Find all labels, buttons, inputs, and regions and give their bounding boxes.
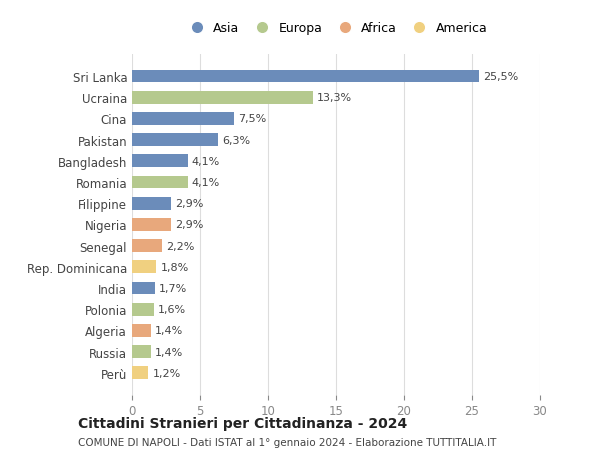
Text: 1,8%: 1,8%	[161, 262, 189, 272]
Text: 1,6%: 1,6%	[158, 304, 186, 314]
Bar	[132, 240, 162, 252]
Bar	[132, 325, 151, 337]
Bar	[132, 303, 154, 316]
Bar	[132, 197, 172, 210]
Text: 1,2%: 1,2%	[152, 368, 181, 378]
Text: 1,7%: 1,7%	[159, 283, 187, 293]
Text: 4,1%: 4,1%	[192, 157, 220, 167]
Text: 2,9%: 2,9%	[176, 220, 204, 230]
Text: 25,5%: 25,5%	[483, 72, 518, 82]
Legend: Asia, Europa, Africa, America: Asia, Europa, Africa, America	[179, 17, 493, 40]
Bar	[132, 92, 313, 104]
Bar	[132, 134, 218, 147]
Text: 7,5%: 7,5%	[238, 114, 266, 124]
Text: COMUNE DI NAPOLI - Dati ISTAT al 1° gennaio 2024 - Elaborazione TUTTITALIA.IT: COMUNE DI NAPOLI - Dati ISTAT al 1° genn…	[78, 437, 496, 447]
Bar	[132, 367, 148, 379]
Bar	[132, 346, 151, 358]
Bar	[132, 71, 479, 83]
Bar	[132, 155, 188, 168]
Bar	[132, 282, 155, 295]
Text: 4,1%: 4,1%	[192, 178, 220, 188]
Bar	[132, 261, 157, 274]
Text: 2,9%: 2,9%	[176, 199, 204, 209]
Text: 6,3%: 6,3%	[222, 135, 250, 146]
Text: 1,4%: 1,4%	[155, 347, 184, 357]
Text: 13,3%: 13,3%	[317, 93, 352, 103]
Bar	[132, 218, 172, 231]
Text: 1,4%: 1,4%	[155, 326, 184, 336]
Text: Cittadini Stranieri per Cittadinanza - 2024: Cittadini Stranieri per Cittadinanza - 2…	[78, 416, 407, 430]
Text: 2,2%: 2,2%	[166, 241, 194, 251]
Bar	[132, 176, 188, 189]
Bar	[132, 113, 234, 125]
